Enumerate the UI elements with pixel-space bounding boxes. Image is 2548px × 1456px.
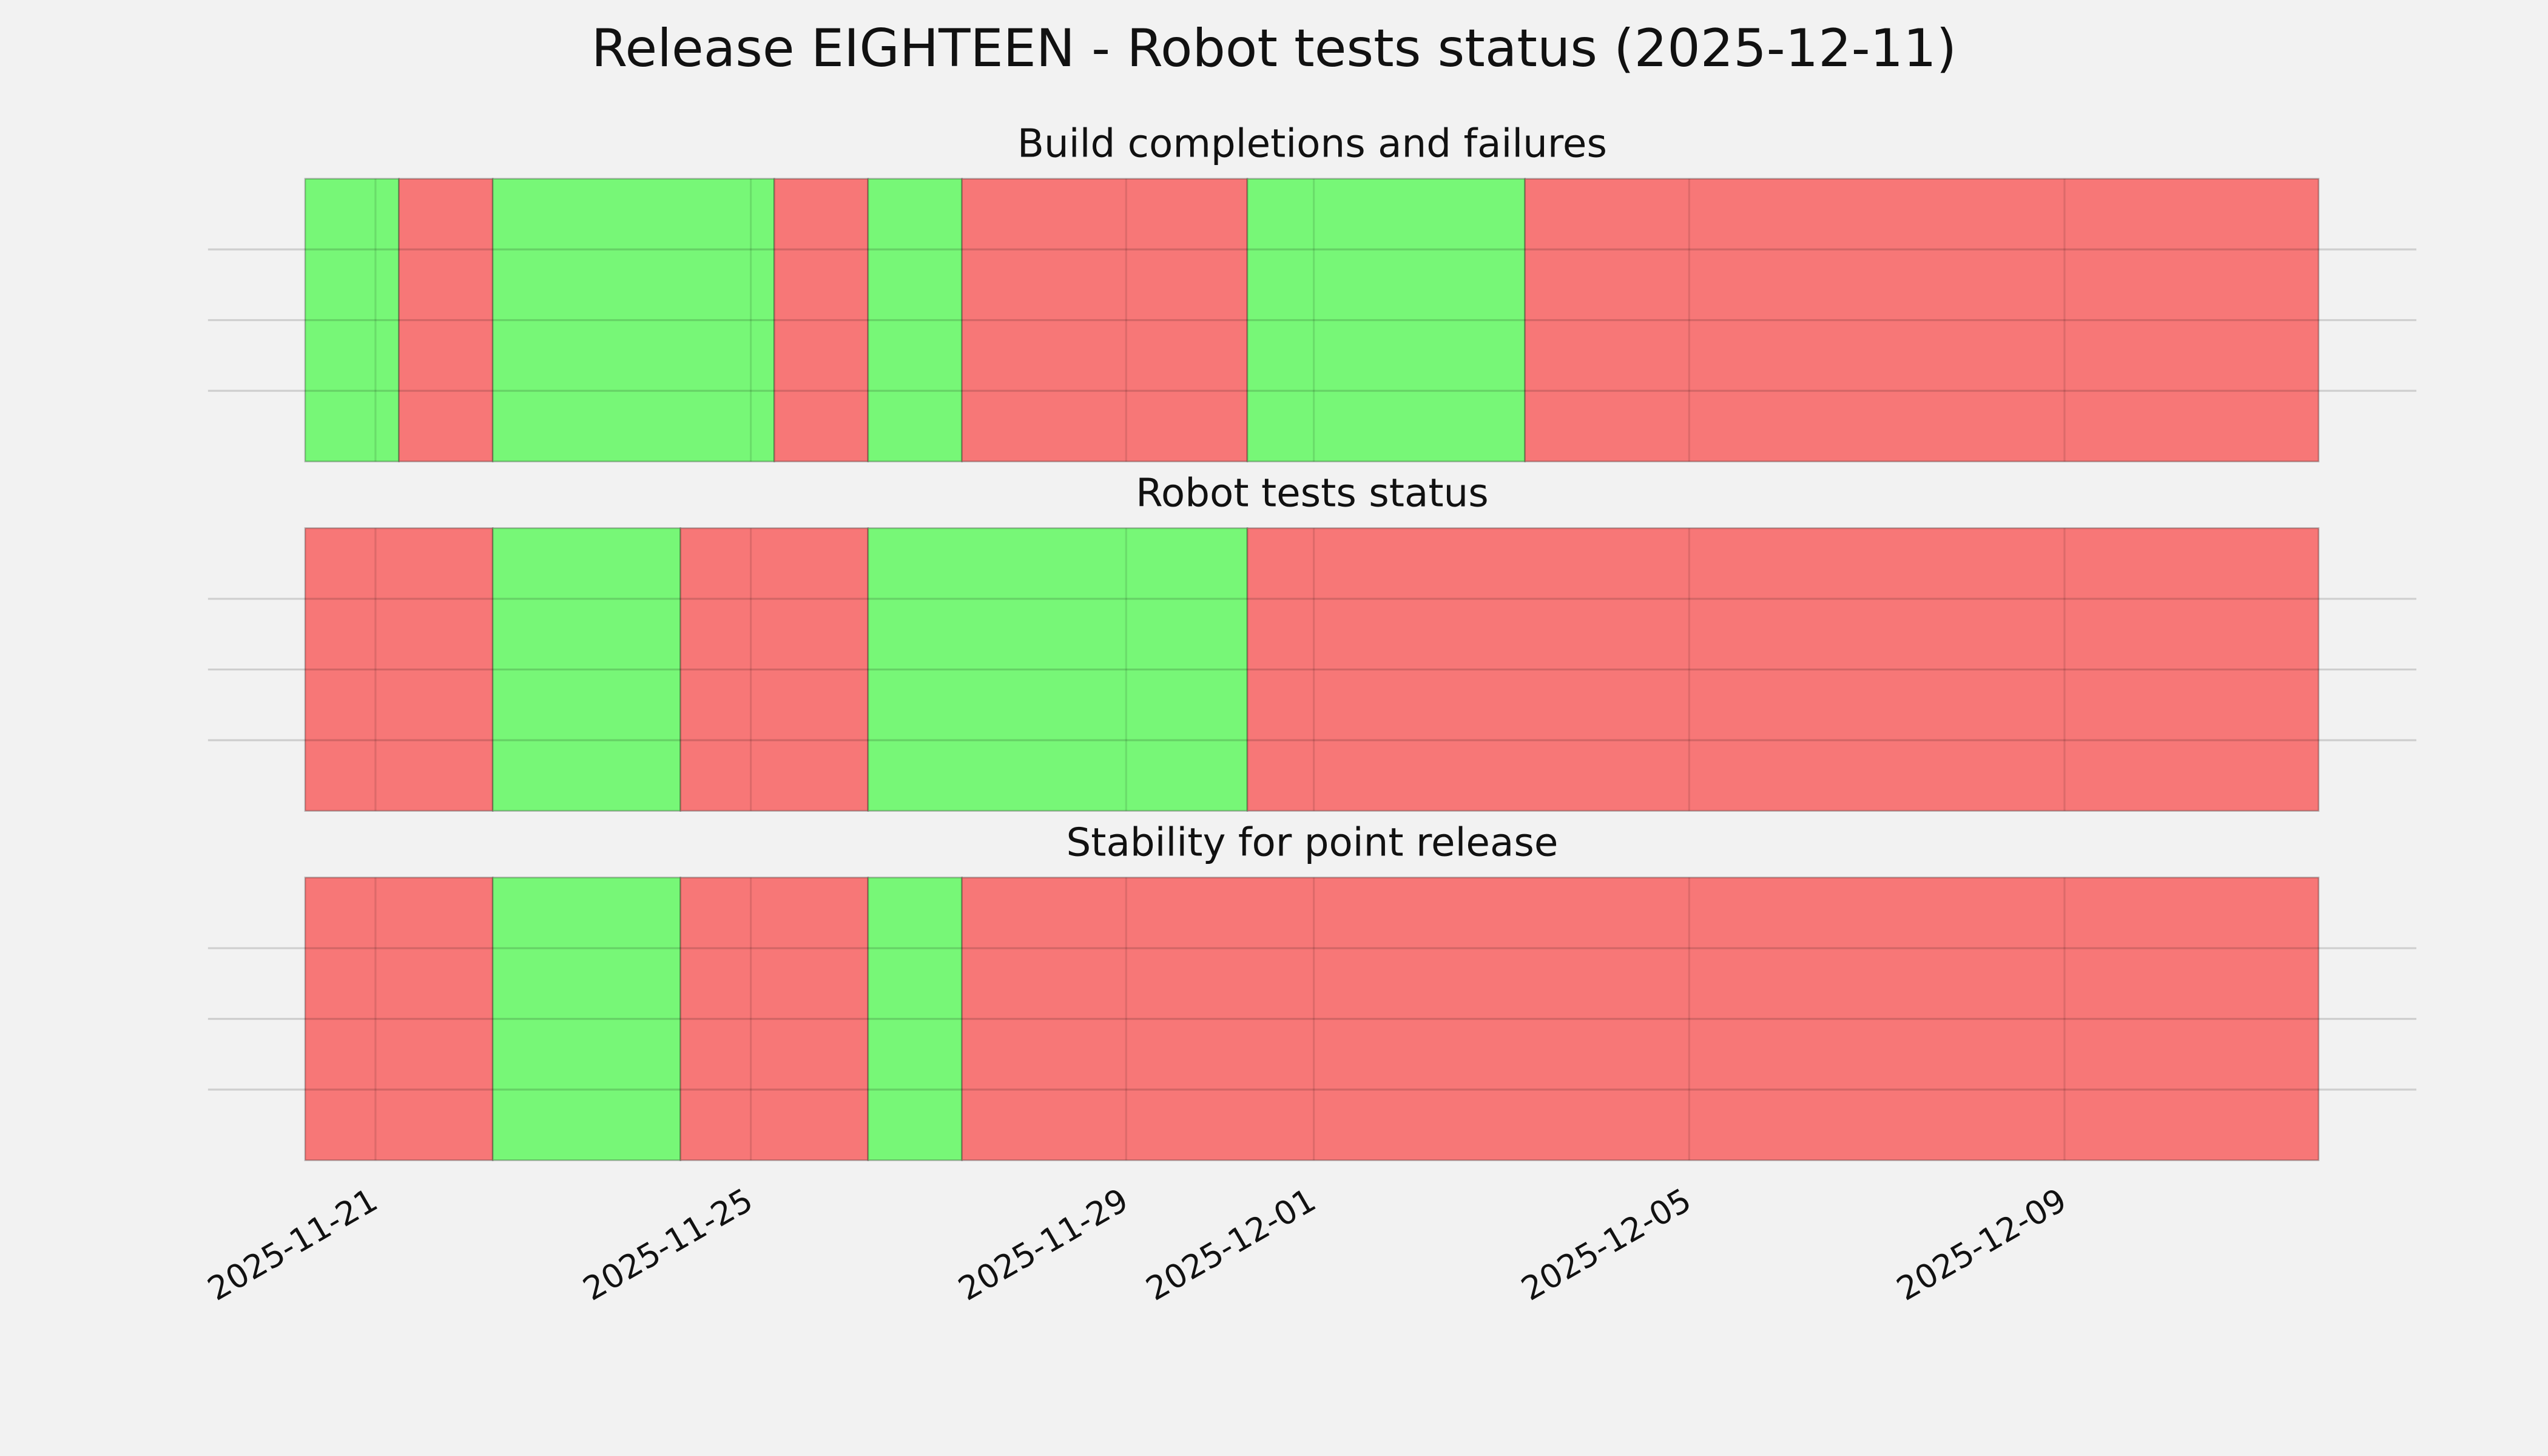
status-span	[961, 877, 2320, 1161]
chart-title: Release EIGHTEEN - Robot tests status (2…	[592, 18, 1956, 79]
subplot-title: Stability for point release	[1067, 820, 1559, 865]
status-span	[304, 178, 400, 463]
status-span	[773, 178, 869, 463]
status-span	[491, 527, 681, 812]
status-span	[679, 877, 869, 1161]
subplot-title: Build completions and failures	[1017, 121, 1607, 167]
status-span	[304, 877, 494, 1161]
status-span	[1246, 527, 2320, 812]
status-span	[1524, 178, 2320, 463]
status-span	[491, 877, 681, 1161]
subplot-title: Robot tests status	[1136, 471, 1489, 516]
status-span	[867, 877, 963, 1161]
status-span	[491, 178, 775, 463]
status-span	[961, 178, 1249, 463]
status-span	[1246, 178, 1526, 463]
status-span	[867, 527, 1249, 812]
status-span	[398, 178, 494, 463]
status-span	[304, 527, 494, 812]
status-span	[679, 527, 869, 812]
status-span	[867, 178, 963, 463]
